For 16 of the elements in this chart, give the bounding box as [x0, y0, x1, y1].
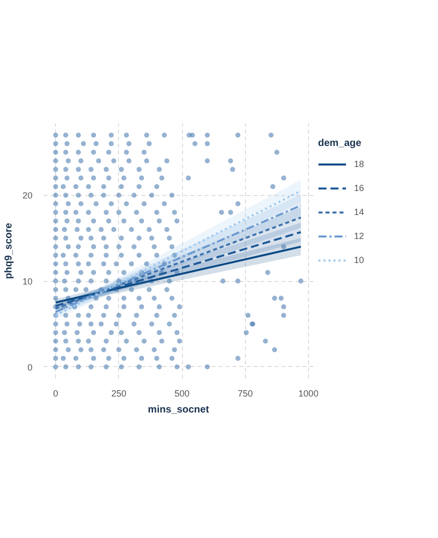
y-tick-label: 20	[22, 190, 33, 201]
legend-label: 18	[354, 159, 366, 169]
legend-label: 12	[354, 231, 366, 241]
legend-label: 16	[354, 183, 366, 193]
legend-label: 14	[354, 207, 366, 217]
y-axis-title: phq9_score	[3, 222, 14, 280]
x-tick-label: 250	[111, 388, 126, 398]
x-axis-title: mins_socnet	[148, 404, 210, 416]
x-tick-label: 1000	[298, 388, 318, 398]
x-tick-label: 500	[174, 388, 190, 398]
legend-label: 10	[354, 255, 366, 265]
legend-title: dem_age	[318, 138, 362, 149]
y-tick-label: 0	[27, 362, 33, 372]
x-tick-label: 0	[53, 388, 58, 398]
y-tick-label: 10	[22, 276, 33, 287]
x-tick-label: 750	[238, 388, 253, 398]
